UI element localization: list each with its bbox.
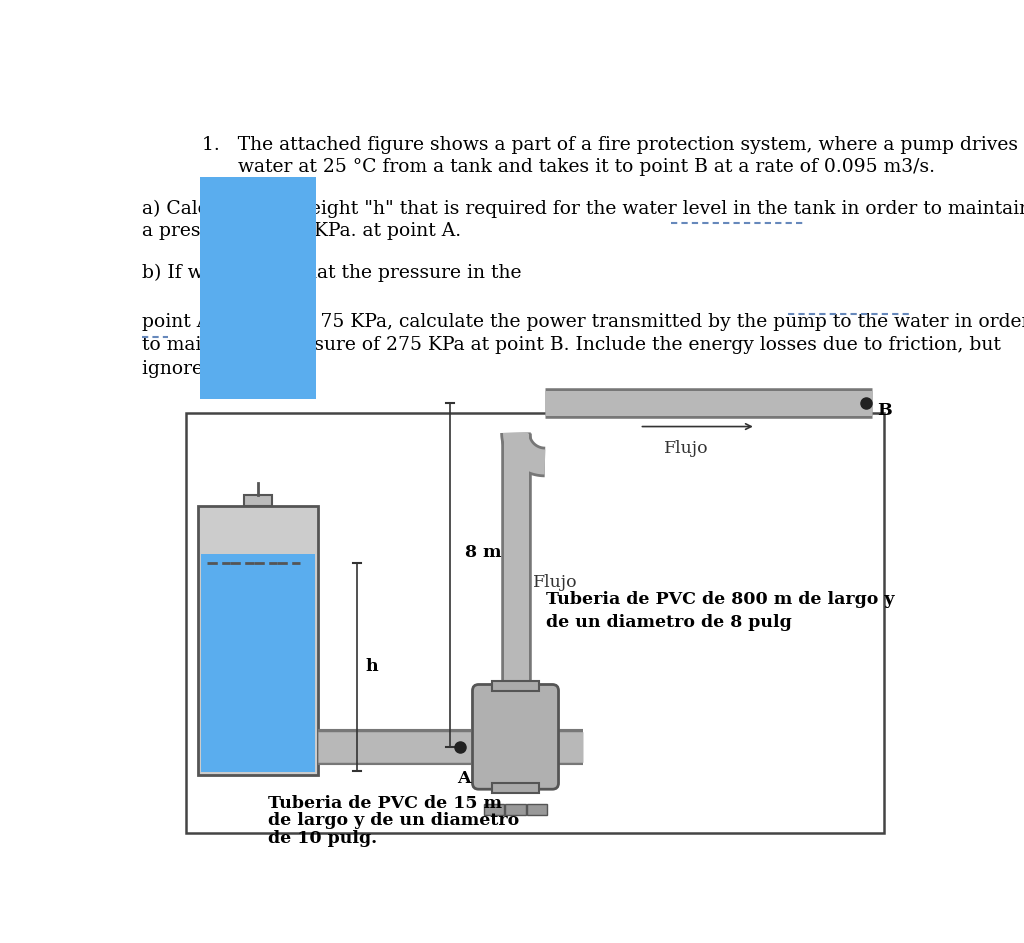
Text: Tuberia de PVC de 800 m de largo y: Tuberia de PVC de 800 m de largo y bbox=[547, 590, 895, 607]
Text: water at 25 °C from a tank and takes it to point B at a rate of 0.095 m3/s.: water at 25 °C from a tank and takes it … bbox=[202, 157, 935, 175]
Bar bbox=[244, 495, 271, 505]
Text: ignore the others.: ignore the others. bbox=[142, 359, 311, 377]
Bar bbox=[201, 554, 314, 772]
Text: a) Calculate the height "h" that is required for the water level in the tank in : a) Calculate the height "h" that is requ… bbox=[142, 199, 1024, 218]
Text: de un diametro de 8 pulg: de un diametro de 8 pulg bbox=[547, 614, 793, 631]
Text: 1.   The attached figure shows a part of a fire protection system, where a pump : 1. The attached figure shows a part of a… bbox=[202, 136, 1018, 155]
Text: to maintain a pressure of 275 KPa at point B. Include the energy losses due to f: to maintain a pressure of 275 KPa at poi… bbox=[142, 337, 1000, 355]
Text: A: A bbox=[457, 770, 470, 787]
Bar bbox=[186, 413, 884, 833]
Bar bbox=[483, 803, 504, 815]
Bar bbox=[198, 505, 317, 775]
Text: Flujo: Flujo bbox=[532, 574, 578, 591]
Text: a pressure of 100 KPa. at point A.: a pressure of 100 KPa. at point A. bbox=[142, 223, 461, 240]
Text: B: B bbox=[877, 402, 892, 419]
Bar bbox=[200, 177, 315, 399]
Bar bbox=[493, 681, 539, 690]
Bar bbox=[506, 803, 525, 815]
Text: de largo y de un diametro: de largo y de un diametro bbox=[267, 812, 519, 829]
Bar bbox=[527, 803, 547, 815]
Text: b) If we assume that the pressure in the: b) If we assume that the pressure in the bbox=[142, 263, 521, 282]
Text: Flujo: Flujo bbox=[664, 439, 709, 456]
FancyBboxPatch shape bbox=[472, 685, 558, 789]
Bar bbox=[493, 783, 539, 793]
Text: point A is equal to 75 KPa, calculate the power transmitted by the pump to the w: point A is equal to 75 KPa, calculate th… bbox=[142, 313, 1024, 331]
Text: de 10 pulg.: de 10 pulg. bbox=[267, 830, 377, 847]
Text: Tuberia de PVC de 15 m: Tuberia de PVC de 15 m bbox=[267, 795, 502, 812]
Text: h: h bbox=[366, 658, 379, 675]
Text: 8 m: 8 m bbox=[465, 543, 502, 560]
